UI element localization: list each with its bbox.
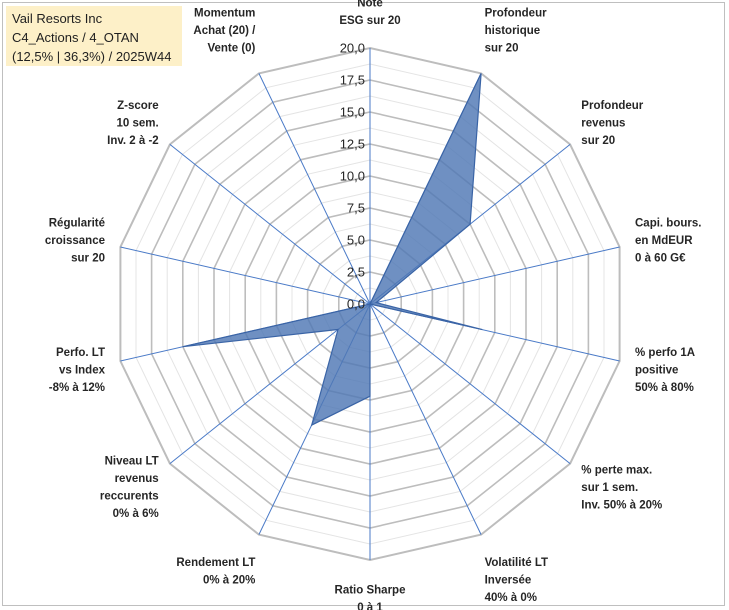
axis-label-line: revenus (115, 473, 159, 485)
axis-label-line: Note (357, 0, 383, 10)
axis-label-line: Volatilité LT (485, 557, 548, 569)
tick-label: 10,0 (340, 169, 365, 184)
tick-label: 7,5 (347, 201, 365, 216)
axis-label: Régularité croissance sur 20 (45, 217, 105, 264)
tick-label: 2,5 (347, 265, 365, 280)
axis-label: Note ESG sur 20 (339, 0, 400, 27)
axis-label: Niveau LT revenus reccurents 0% à 6% (100, 456, 159, 520)
title-box: Vail Resorts Inc C4_Actions / 4_OTAN (12… (6, 6, 182, 66)
axis-label-line: 0 à 60 G€ (635, 252, 686, 264)
axis-label-line: Achat (20) / (193, 25, 256, 37)
axis-spoke (369, 303, 482, 535)
tick-label: 5,0 (347, 233, 365, 248)
axis-label-line: 50% à 80% (635, 382, 694, 394)
title-company: Vail Resorts Inc (12, 11, 103, 26)
series-area (182, 73, 483, 427)
axis-label-line: -8% à 12% (49, 382, 105, 394)
axis-spoke (169, 303, 371, 464)
grid-layer (119, 46, 621, 562)
axis-label-line: 40% à 0% (485, 592, 537, 604)
axis-label-line: sur 20 (581, 135, 615, 147)
tick-label: 20,0 (340, 41, 365, 56)
axis-label-line: sur 20 (485, 43, 519, 55)
axis-label-line: Inversée (485, 575, 532, 587)
axis-label-line: Z-score (117, 100, 159, 112)
tick-label: 12,5 (340, 137, 365, 152)
axis-label: Rendement LT 0% à 20% (176, 557, 255, 587)
axis-label-line: Capi. bours. (635, 217, 701, 229)
axis-label-line: 0% à 20% (203, 575, 255, 587)
axis-label-line: Inv. 50% à 20% (581, 499, 662, 511)
tick-label: 15,0 (340, 105, 365, 120)
axis-label-line: Rendement LT (176, 557, 255, 569)
axis-label: Profondeur historique sur 20 (485, 8, 547, 55)
axis-spoke (258, 73, 371, 305)
axis-label-line: 0 à 1 (357, 602, 383, 610)
axis-spoke (120, 246, 371, 305)
axis-label-line: Vente (0) (207, 43, 255, 55)
title-category: C4_Actions / 4_OTAN (12, 30, 139, 45)
axis-spoke (369, 246, 620, 305)
axis-label-line: vs Index (59, 365, 106, 377)
axis-label: Z-score 10 sem. Inv. 2 à -2 (107, 100, 159, 147)
title-stats: (12,5% | 36,3%) / 2025W44 (12, 49, 172, 64)
axis-label: Momentum Achat (20) / Vente (0) (193, 8, 256, 55)
axis-label-line: positive (635, 365, 678, 377)
axis-label-line: sur 20 (71, 252, 105, 264)
axis-label-line: Niveau LT (105, 456, 159, 468)
axis-label-line: % perfo 1A (635, 347, 695, 359)
axis-label-line: reccurents (100, 491, 159, 503)
axis-label-line: croissance (45, 235, 105, 247)
axis-label-line: Profondeur (581, 100, 643, 112)
axis-label-line: Perfo. LT (56, 347, 105, 359)
axis-label-line: revenus (581, 118, 625, 130)
axis-label-line: ESG sur 20 (339, 15, 400, 27)
axis-label: Volatilité LT Inversée 40% à 0% (485, 557, 548, 604)
axis-label-line: Ratio Sharpe (335, 585, 406, 597)
axis-label-line: Régularité (49, 217, 105, 229)
axis-label-line: 10 sem. (116, 118, 158, 130)
tick-label: 17,5 (340, 73, 365, 88)
axis-label-line: Inv. 2 à -2 (107, 135, 159, 147)
axis-label: % perfo 1A positive 50% à 80% (635, 347, 695, 394)
axis-label: Profondeur revenus sur 20 (581, 100, 643, 147)
axis-label-line: en MdEUR (635, 235, 693, 247)
axis-label: Capi. bours. en MdEUR 0 à 60 G€ (635, 217, 701, 264)
axis-label: Ratio Sharpe 0 à 1 (335, 585, 406, 610)
axis-label: % perte max. sur 1 sem. Inv. 50% à 20% (581, 464, 662, 511)
axis-label-line: historique (485, 25, 541, 37)
axis-label-line: sur 1 sem. (581, 482, 638, 494)
tick-label: 0,0 (347, 297, 365, 312)
axis-label-line: Profondeur (485, 8, 547, 20)
axis-spoke (369, 303, 571, 464)
axis-label-line: Momentum (194, 8, 255, 20)
axis-label: Perfo. LT vs Index -8% à 12% (49, 347, 106, 394)
axis-label-line: 0% à 6% (113, 508, 159, 520)
axis-label-line: % perte max. (581, 464, 652, 476)
axis-spoke (169, 144, 371, 305)
